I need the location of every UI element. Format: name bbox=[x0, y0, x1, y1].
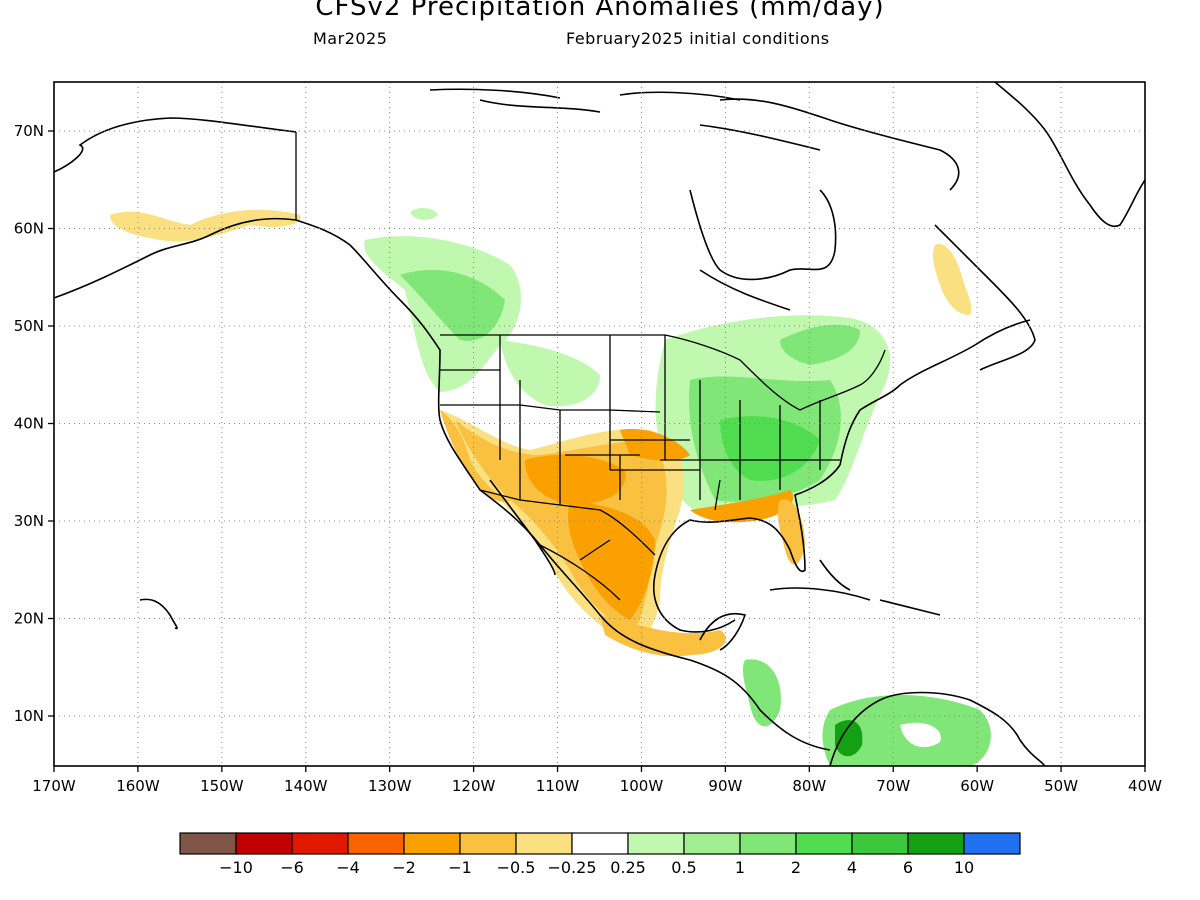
colorbar-label: 1 bbox=[735, 858, 745, 877]
dry-anomaly-shading bbox=[110, 209, 972, 657]
lon-label: 80W bbox=[792, 777, 826, 795]
alaska-coast bbox=[54, 117, 351, 299]
lat-label: 60N bbox=[14, 220, 44, 238]
colorbar-swatch bbox=[291, 832, 349, 855]
colorbar-label: 2 bbox=[791, 858, 801, 877]
lat-label: 50N bbox=[14, 317, 44, 335]
lon-label: 140W bbox=[284, 777, 328, 795]
colorbar-label: 4 bbox=[847, 858, 857, 877]
dry-southern-plains bbox=[620, 429, 690, 461]
lon-label: 110W bbox=[536, 777, 580, 795]
colorbar-label: −2 bbox=[392, 858, 416, 877]
wet-nw-core bbox=[400, 269, 505, 341]
lon-label: 40W bbox=[1128, 777, 1162, 795]
colorbar bbox=[179, 832, 1021, 855]
colorbar-label: −4 bbox=[336, 858, 360, 877]
yucatan bbox=[699, 613, 747, 651]
colorbar-swatch bbox=[235, 832, 293, 855]
us-canada-border bbox=[440, 334, 886, 411]
colorbar-label: −10 bbox=[219, 858, 253, 877]
map-area bbox=[54, 82, 1145, 766]
dry-west-coast bbox=[440, 410, 510, 502]
gulf-coast bbox=[653, 464, 841, 633]
longitude-labels: 170W 160W 150W 140W 130W 120W 110W 100W 90W 80W 70… bbox=[32, 766, 1162, 795]
wet-central-america bbox=[742, 659, 781, 727]
colorbar-swatch bbox=[347, 832, 405, 855]
colorbar-swatch bbox=[515, 832, 573, 855]
lon-label: 130W bbox=[368, 777, 412, 795]
caribbean-islands bbox=[769, 559, 941, 616]
dry-alaska bbox=[110, 209, 301, 242]
lon-label: 100W bbox=[620, 777, 664, 795]
lon-label: 170W bbox=[32, 777, 76, 795]
lat-label: 20N bbox=[14, 610, 44, 628]
lon-label: 70W bbox=[876, 777, 910, 795]
colorbar-label: 0.25 bbox=[610, 858, 646, 877]
wet-northern-plains bbox=[500, 340, 600, 407]
colorbar-swatch bbox=[795, 832, 853, 855]
colorbar-label: 6 bbox=[903, 858, 913, 877]
dry-four-corners bbox=[525, 454, 626, 505]
colorbar-swatch bbox=[571, 832, 629, 855]
wet-south-america-dry-hole bbox=[900, 722, 941, 748]
lat-label: 40N bbox=[14, 415, 44, 433]
colorbar-swatch bbox=[459, 832, 517, 855]
lon-label: 50W bbox=[1044, 777, 1078, 795]
labrador-coast bbox=[934, 224, 1036, 371]
wet-nw-patch bbox=[410, 208, 438, 220]
wet-south-america-core bbox=[835, 720, 863, 757]
dry-labrador bbox=[932, 244, 972, 315]
hawaii bbox=[139, 598, 178, 630]
hudson-bay bbox=[689, 189, 837, 311]
wet-great-lakes bbox=[780, 324, 860, 365]
wet-anomaly-shading bbox=[364, 208, 991, 766]
colorbar-swatch bbox=[627, 832, 685, 855]
colorbar-labels: −10 −6 −4 −2 −1 −0.5 −0.25 0.25 0.5 1 2 4 6 10 bbox=[219, 858, 974, 877]
lat-label: 10N bbox=[14, 707, 44, 725]
dry-gulf-coast bbox=[690, 490, 794, 523]
lon-label: 120W bbox=[452, 777, 496, 795]
baja bbox=[489, 479, 556, 576]
greenland-coast bbox=[994, 82, 1145, 227]
colorbar-label: −0.25 bbox=[547, 858, 596, 877]
colorbar-label: −0.5 bbox=[497, 858, 536, 877]
forecast-month: Mar2025 bbox=[313, 29, 388, 48]
colorbar-label: 0.5 bbox=[671, 858, 696, 877]
south-america-coast bbox=[829, 691, 1046, 766]
west-coast bbox=[349, 244, 831, 751]
gridlines bbox=[54, 82, 1145, 766]
mexico-states bbox=[539, 539, 621, 601]
lon-label: 150W bbox=[200, 777, 244, 795]
dry-texas bbox=[568, 500, 655, 620]
coastlines bbox=[54, 82, 1145, 766]
political-boundaries bbox=[295, 132, 886, 601]
colorbar-label: −1 bbox=[448, 858, 472, 877]
colorbar-label: −6 bbox=[280, 858, 304, 877]
colorbar-swatch bbox=[851, 832, 909, 855]
colorbar-swatch bbox=[179, 832, 237, 855]
state-lines bbox=[440, 335, 840, 511]
colorbar-label: 10 bbox=[954, 858, 974, 877]
wet-ohio-core bbox=[720, 416, 820, 481]
initial-conditions: February2025 initial conditions bbox=[566, 29, 830, 48]
lon-label: 60W bbox=[960, 777, 994, 795]
lon-label: 160W bbox=[116, 777, 160, 795]
lon-label: 90W bbox=[708, 777, 742, 795]
colorbar-swatch bbox=[683, 832, 741, 855]
east-coast bbox=[839, 319, 1031, 466]
colorbar-swatch bbox=[739, 832, 797, 855]
lat-label: 30N bbox=[14, 512, 44, 530]
map-title: CFSv2 Precipitation Anomalies (mm/day) bbox=[315, 0, 885, 22]
us-mexico-border bbox=[479, 489, 656, 556]
lat-label: 70N bbox=[14, 122, 44, 140]
colorbar-swatch bbox=[963, 832, 1021, 855]
latitude-labels: 70N 60N 50N 40N 30N 20N 10N bbox=[14, 122, 54, 725]
colorbar-swatch bbox=[403, 832, 461, 855]
colorbar-swatch bbox=[907, 832, 965, 855]
dry-mexico-south bbox=[600, 615, 726, 657]
arctic-islands bbox=[429, 88, 960, 191]
